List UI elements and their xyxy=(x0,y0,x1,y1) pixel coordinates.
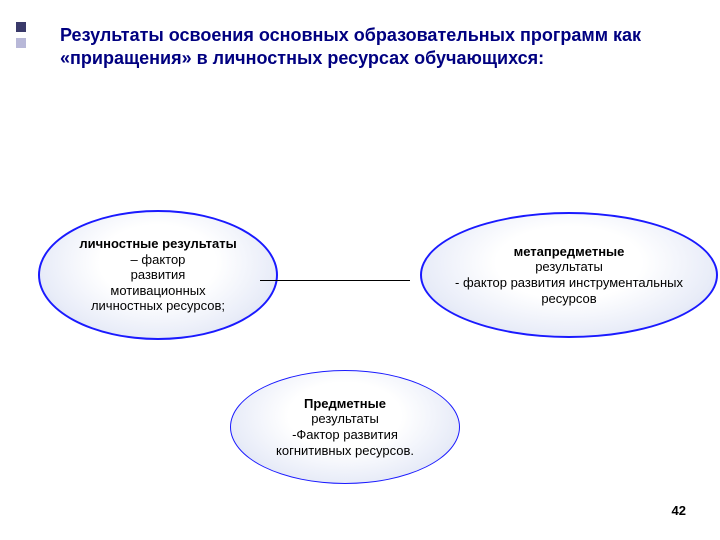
bullet-square-light xyxy=(16,38,26,48)
ellipse-left-heading: личностные результаты xyxy=(79,236,236,251)
ellipse-left-body: – факторразвитиямотивационныхличностных … xyxy=(91,252,225,314)
ellipse-bottom-heading: Предметные xyxy=(304,396,386,411)
ellipse-right-text: метапредметные результаты- фактор развит… xyxy=(455,244,683,306)
bullet-square-dark xyxy=(16,22,26,32)
ellipse-left-text: личностные результаты – факторразвитиямо… xyxy=(79,236,236,314)
ellipse-bottom-text: Предметные результаты-Фактор развитияког… xyxy=(276,396,414,458)
ellipse-bottom-body: результаты-Фактор развитиякогнитивных ре… xyxy=(276,411,414,457)
slide-title: Результаты освоения основных образовател… xyxy=(60,24,680,69)
ellipse-right-body: результаты- фактор развития инструментал… xyxy=(455,259,683,305)
connector-line xyxy=(260,280,410,281)
ellipse-bottom: Предметные результаты-Фактор развитияког… xyxy=(230,370,460,484)
slide: Результаты освоения основных образовател… xyxy=(0,0,720,540)
page-number: 42 xyxy=(672,503,686,518)
ellipse-right: метапредметные результаты- фактор развит… xyxy=(420,212,718,338)
ellipse-right-heading: метапредметные xyxy=(514,244,625,259)
title-bullets xyxy=(16,22,26,48)
ellipse-left: личностные результаты – факторразвитиямо… xyxy=(38,210,278,340)
